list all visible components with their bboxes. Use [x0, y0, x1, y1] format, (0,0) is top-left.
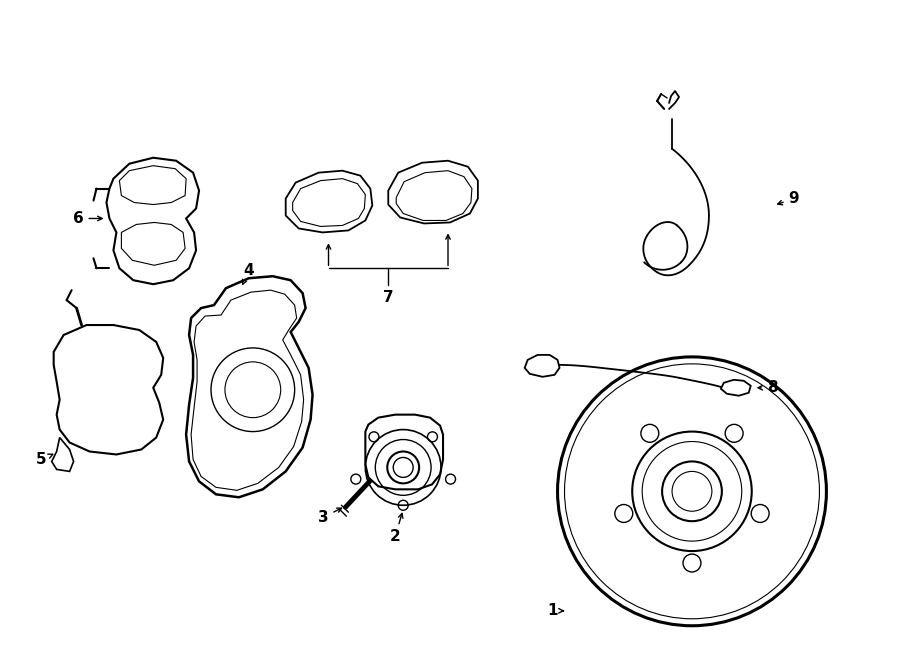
- Polygon shape: [721, 380, 751, 396]
- Text: 6: 6: [73, 211, 102, 226]
- Text: 5: 5: [36, 452, 53, 467]
- Text: 8: 8: [758, 380, 778, 395]
- Text: 9: 9: [778, 191, 799, 206]
- Polygon shape: [106, 158, 199, 284]
- Polygon shape: [51, 438, 74, 471]
- Polygon shape: [54, 325, 163, 455]
- Text: 2: 2: [390, 514, 403, 544]
- Polygon shape: [186, 276, 312, 497]
- Polygon shape: [285, 171, 373, 233]
- Text: 4: 4: [242, 263, 254, 284]
- Text: 3: 3: [318, 508, 342, 525]
- Polygon shape: [365, 414, 443, 489]
- Polygon shape: [525, 355, 560, 377]
- Polygon shape: [388, 161, 478, 223]
- Text: 7: 7: [382, 290, 393, 305]
- Text: 1: 1: [547, 603, 563, 618]
